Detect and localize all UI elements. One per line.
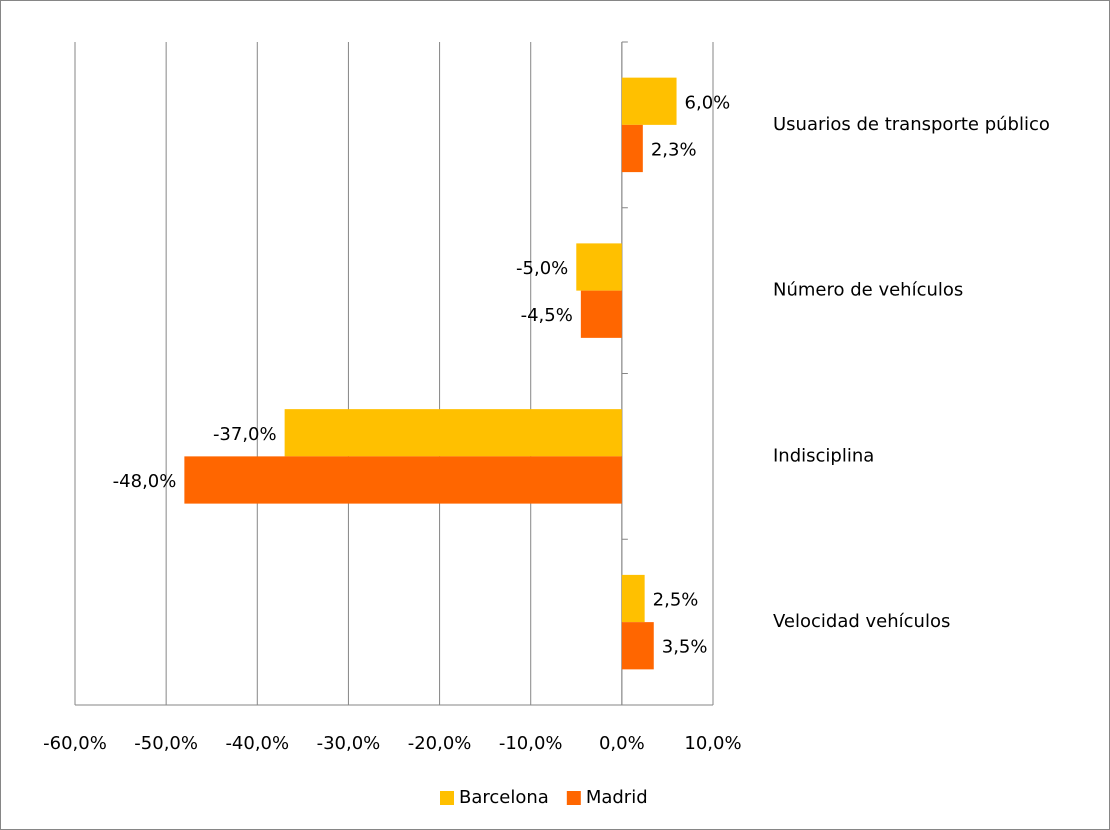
- x-tick-label: -20,0%: [408, 733, 472, 754]
- x-tick-label: -10,0%: [499, 733, 563, 754]
- x-tick-label: -50,0%: [134, 733, 198, 754]
- bar: [284, 409, 622, 457]
- bar: [580, 290, 622, 338]
- data-label: 6,0%: [685, 92, 731, 113]
- x-tick-label: -60,0%: [43, 733, 107, 754]
- bar: [621, 574, 645, 623]
- bar: [621, 622, 654, 670]
- data-label: 3,5%: [662, 637, 708, 658]
- bar: [184, 456, 622, 504]
- legend-label: Barcelona: [459, 787, 549, 808]
- bar: [621, 124, 643, 173]
- data-label: -4,5%: [521, 305, 573, 326]
- data-label: -37,0%: [213, 424, 277, 445]
- x-tick-label: 10,0%: [684, 733, 741, 754]
- bar: [576, 243, 622, 291]
- category-label: Usuarios de transporte público: [773, 114, 1050, 135]
- legend-swatch: [440, 791, 454, 805]
- data-label: 2,3%: [651, 139, 697, 160]
- x-tick-label: -30,0%: [317, 733, 381, 754]
- category-label: Indisciplina: [773, 445, 874, 466]
- bar: [621, 77, 677, 125]
- category-label: Número de vehículos: [773, 280, 963, 301]
- data-label: -48,0%: [113, 471, 177, 492]
- legend-label: Madrid: [586, 787, 648, 808]
- data-label: -5,0%: [516, 258, 568, 279]
- category-label: Velocidad vehículos: [773, 611, 950, 632]
- x-tick-label: -40,0%: [225, 733, 289, 754]
- x-tick-label: 0,0%: [599, 733, 645, 754]
- data-label: 2,5%: [653, 590, 699, 611]
- legend-swatch: [566, 791, 581, 805]
